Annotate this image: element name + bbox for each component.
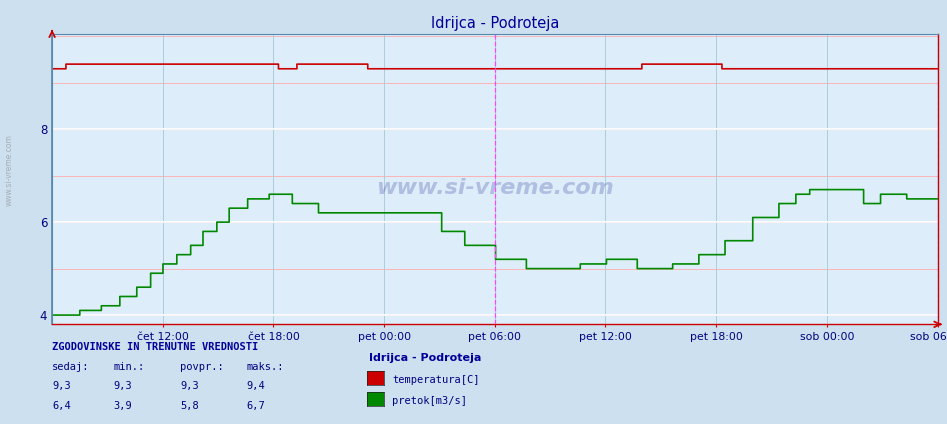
Text: 6,7: 6,7: [246, 402, 265, 411]
Text: 9,3: 9,3: [114, 382, 133, 391]
Text: Idrijca - Podroteja: Idrijca - Podroteja: [369, 353, 482, 363]
Text: 5,8: 5,8: [180, 402, 199, 411]
Text: sedaj:: sedaj:: [52, 362, 90, 372]
Text: min.:: min.:: [114, 362, 145, 372]
Text: 9,3: 9,3: [52, 382, 71, 391]
Text: 3,9: 3,9: [114, 402, 133, 411]
Text: ZGODOVINSKE IN TRENUTNE VREDNOSTI: ZGODOVINSKE IN TRENUTNE VREDNOSTI: [52, 342, 259, 352]
Text: temperatura[C]: temperatura[C]: [392, 375, 479, 385]
Text: pretok[m3/s]: pretok[m3/s]: [392, 396, 467, 406]
Text: 9,4: 9,4: [246, 382, 265, 391]
Text: povpr.:: povpr.:: [180, 362, 223, 372]
Title: Idrijca - Podroteja: Idrijca - Podroteja: [431, 17, 559, 31]
Text: 9,3: 9,3: [180, 382, 199, 391]
Text: 6,4: 6,4: [52, 402, 71, 411]
Text: maks.:: maks.:: [246, 362, 284, 372]
Text: www.si-vreme.com: www.si-vreme.com: [5, 134, 14, 206]
Text: www.si-vreme.com: www.si-vreme.com: [376, 178, 614, 198]
